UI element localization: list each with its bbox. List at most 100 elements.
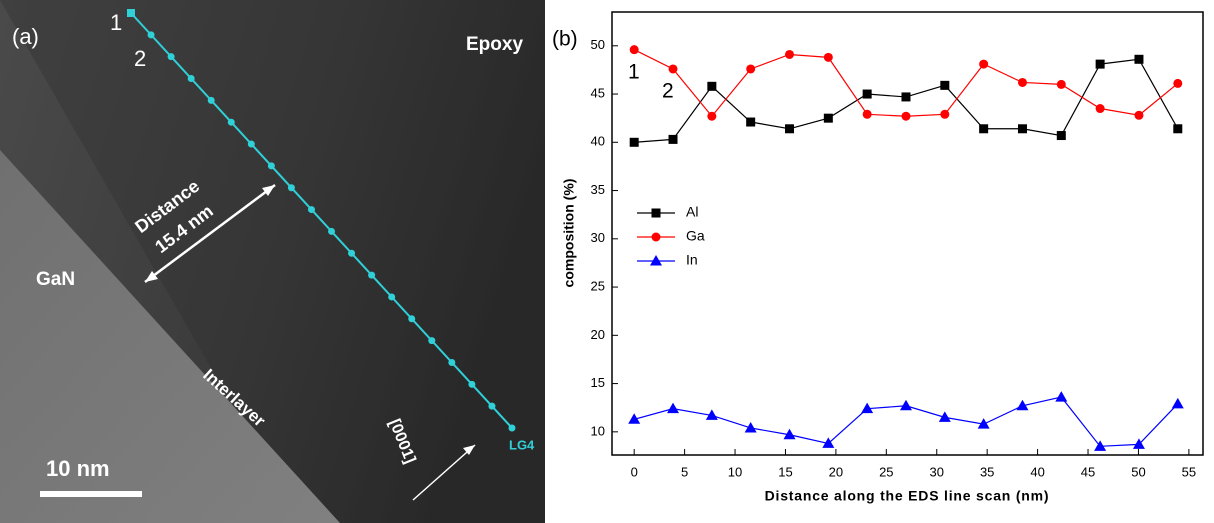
scan-dot — [307, 206, 315, 214]
legend-label: Al — [686, 204, 698, 220]
scan-dot — [488, 402, 496, 410]
scan-dot — [508, 424, 516, 432]
x-axis-label: Distance along the EDS line scan (nm) — [765, 488, 1050, 504]
marker — [862, 109, 872, 119]
marker — [1017, 124, 1027, 134]
tem-image: (a) 1 2 Epoxy Distance 15.4 nm GaN Inter… — [0, 0, 545, 523]
y-tick-label: 35 — [591, 182, 605, 197]
legend-marker — [651, 232, 661, 242]
y-tick-label: 40 — [591, 134, 605, 149]
marker — [629, 45, 639, 55]
x-tick-label: 20 — [829, 464, 843, 479]
epoxy-region — [0, 0, 545, 523]
x-tick-label: 40 — [1030, 464, 1044, 479]
y-tick-label: 10 — [591, 423, 605, 438]
point-label: 1 — [110, 10, 122, 35]
marker — [1056, 79, 1066, 89]
x-tick-label: 45 — [1081, 464, 1095, 479]
marker — [667, 402, 680, 414]
y-tick-label: 50 — [591, 37, 605, 52]
x-tick-label: 5 — [681, 464, 688, 479]
scan-dot — [127, 9, 135, 17]
scan-line — [130, 12, 513, 429]
marker — [938, 411, 951, 422]
scan-dot — [227, 118, 235, 126]
scan-dot — [408, 315, 416, 323]
distance-arrow — [144, 183, 276, 284]
y-tick-label: 45 — [591, 85, 605, 100]
y-tick-label: 25 — [591, 279, 605, 294]
panel-label: (a) — [12, 24, 39, 49]
marker — [861, 402, 874, 414]
marker — [901, 111, 911, 121]
x-tick-label: 0 — [631, 464, 638, 479]
x-tick-label: 30 — [930, 464, 944, 479]
x-tick-label: 10 — [728, 464, 742, 479]
scan-dot — [247, 140, 255, 148]
y-tick-label: 20 — [591, 327, 605, 342]
y-tick-label: 15 — [591, 375, 605, 390]
arrow-head — [262, 185, 275, 196]
marker — [1173, 124, 1183, 134]
marker — [940, 80, 950, 90]
scan-dot — [287, 184, 295, 192]
marker — [668, 134, 678, 144]
scan-points — [127, 9, 516, 432]
point-label: 2 — [134, 46, 146, 71]
direction-arrow — [412, 444, 476, 501]
legend-marker — [651, 208, 661, 218]
marker — [1134, 54, 1144, 64]
line-name: LG4 — [509, 437, 535, 452]
annotation: 2 — [662, 80, 674, 103]
marker — [783, 428, 796, 440]
x-tick-label: 35 — [980, 464, 994, 479]
region-label: GaN — [36, 269, 75, 290]
marker — [1055, 391, 1068, 402]
arrow-head — [145, 271, 158, 282]
scan-dot — [187, 75, 195, 83]
marker — [1017, 77, 1027, 87]
scan-dot — [348, 249, 356, 257]
legend-label: In — [686, 252, 698, 268]
scan-dot — [207, 96, 215, 104]
marker — [1173, 78, 1183, 88]
panel-label: (b) — [552, 28, 578, 51]
marker — [940, 109, 950, 119]
scale-bar — [40, 491, 142, 497]
marker — [979, 124, 989, 134]
marker — [746, 117, 756, 127]
marker — [822, 437, 835, 448]
marker — [707, 111, 717, 121]
marker — [977, 418, 990, 429]
marker — [1134, 110, 1144, 120]
marker — [785, 49, 795, 59]
marker — [785, 124, 795, 134]
x-tick-label: 15 — [778, 464, 792, 479]
marker — [668, 64, 678, 74]
marker — [629, 137, 639, 147]
plot-frame — [611, 11, 1204, 456]
marker — [1056, 131, 1066, 141]
marker — [899, 399, 912, 411]
marker — [823, 113, 833, 123]
arrow-head — [463, 445, 475, 455]
chart: (b) 1 2 Distance along the EDS line scan… — [552, 11, 1204, 504]
scan-dot — [428, 337, 436, 345]
marker — [628, 413, 641, 424]
legend-marker — [650, 255, 662, 266]
scan-dot — [167, 53, 175, 61]
legend-label: Ga — [686, 228, 705, 244]
scan-dot — [267, 162, 275, 170]
scan-dot — [368, 271, 376, 279]
marker — [979, 59, 989, 69]
annotation: 1 — [628, 61, 640, 84]
gan-region — [0, 150, 340, 523]
scan-dot — [147, 31, 155, 39]
marker — [1095, 59, 1105, 69]
y-axis-label: composition (%) — [561, 179, 577, 288]
y-tick-label: 30 — [591, 230, 605, 245]
marker — [1094, 440, 1107, 451]
marker — [901, 92, 911, 102]
marker — [744, 421, 757, 433]
